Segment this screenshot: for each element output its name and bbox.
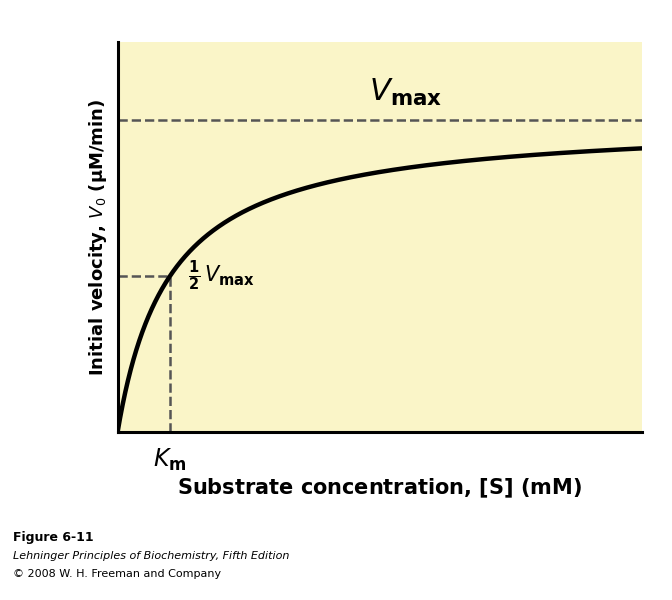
Text: $\mathbf{\frac{1}{2}}\,\mathbf{\mathit{V}}_{\mathbf{max}}$: $\mathbf{\frac{1}{2}}\,\mathbf{\mathit{V…: [188, 259, 255, 293]
Text: $\mathbf{\mathit{K}}_{\mathbf{m}}$: $\mathbf{\mathit{K}}_{\mathbf{m}}$: [153, 447, 187, 473]
Text: Lehninger Principles of Biochemistry, Fifth Edition: Lehninger Principles of Biochemistry, Fi…: [13, 551, 290, 561]
Text: Substrate concentration, [S] (m$\mathbf{M}$): Substrate concentration, [S] (m$\mathbf{…: [177, 477, 582, 500]
Text: $\mathbf{\mathit{V}}_{\mathbf{max}}$: $\mathbf{\mathit{V}}_{\mathbf{max}}$: [369, 77, 443, 108]
Text: Figure 6-11: Figure 6-11: [13, 531, 94, 544]
Y-axis label: Initial velocity, $\mathit{V}_0$ (μM/min): Initial velocity, $\mathit{V}_0$ (μM/min…: [87, 98, 110, 376]
Text: © 2008 W. H. Freeman and Company: © 2008 W. H. Freeman and Company: [13, 569, 222, 579]
